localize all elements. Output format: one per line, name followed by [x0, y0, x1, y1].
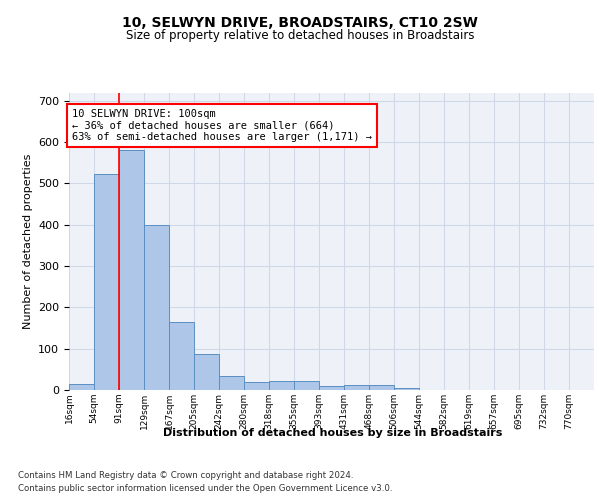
Text: Contains HM Land Registry data © Crown copyright and database right 2024.: Contains HM Land Registry data © Crown c…	[18, 471, 353, 480]
Bar	[394, 388, 419, 390]
Bar	[369, 385, 394, 390]
Text: Size of property relative to detached houses in Broadstairs: Size of property relative to detached ho…	[126, 28, 474, 42]
Text: Contains public sector information licensed under the Open Government Licence v3: Contains public sector information licen…	[18, 484, 392, 493]
Bar	[244, 382, 269, 390]
Y-axis label: Number of detached properties: Number of detached properties	[23, 154, 32, 329]
Bar	[269, 381, 294, 390]
Bar	[294, 381, 319, 390]
Bar	[69, 384, 94, 390]
Bar	[194, 354, 219, 390]
Bar	[119, 150, 144, 390]
Bar	[169, 322, 194, 390]
Text: 10 SELWYN DRIVE: 100sqm
← 36% of detached houses are smaller (664)
63% of semi-d: 10 SELWYN DRIVE: 100sqm ← 36% of detache…	[72, 109, 372, 142]
Bar	[219, 376, 244, 390]
Bar	[319, 386, 344, 390]
Text: Distribution of detached houses by size in Broadstairs: Distribution of detached houses by size …	[163, 428, 503, 438]
Bar	[344, 385, 369, 390]
Bar	[144, 224, 169, 390]
Text: 10, SELWYN DRIVE, BROADSTAIRS, CT10 2SW: 10, SELWYN DRIVE, BROADSTAIRS, CT10 2SW	[122, 16, 478, 30]
Bar	[94, 174, 119, 390]
